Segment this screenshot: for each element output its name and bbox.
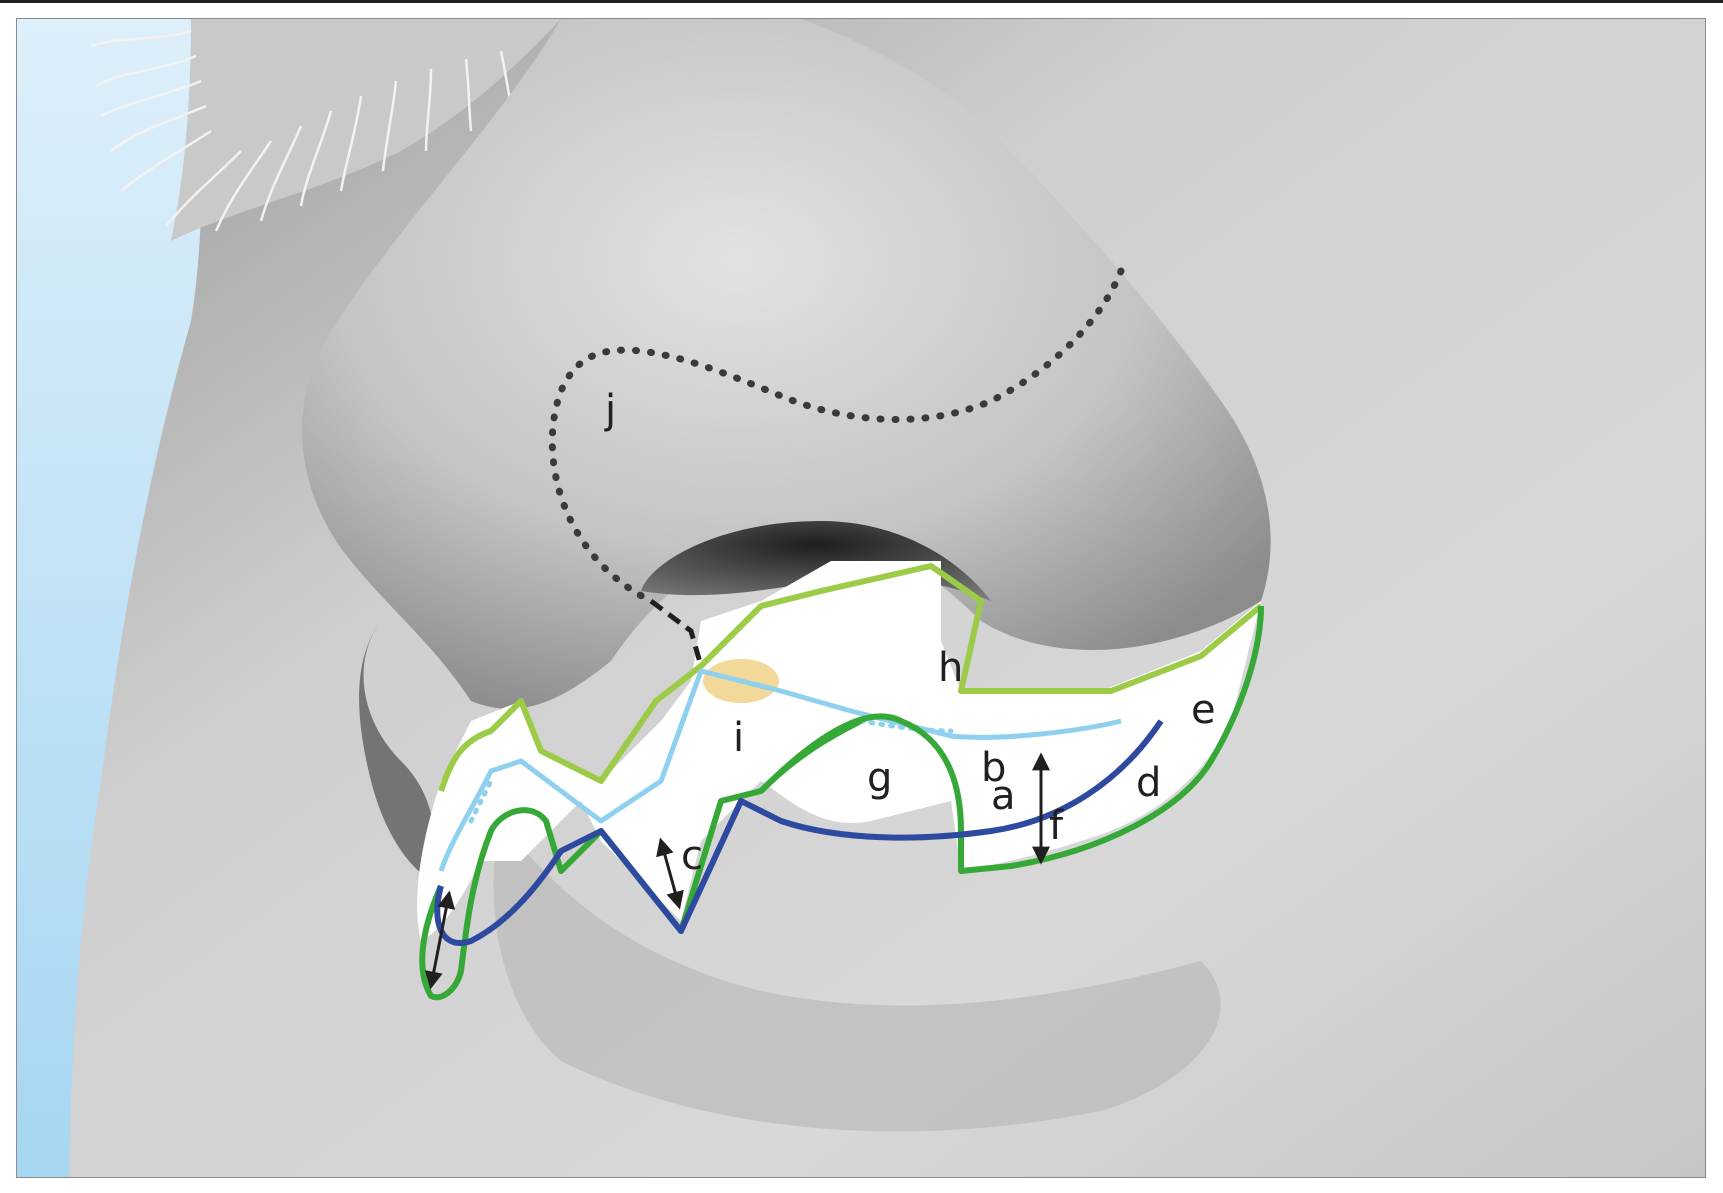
figure-frame: a b c d e f g h i j (16, 18, 1706, 1178)
dotted-line-j (548, 267, 1125, 605)
nostril (641, 521, 991, 601)
dashed-segment (649, 599, 704, 667)
label-a: a (991, 773, 1016, 819)
blue-dotted-left (468, 778, 494, 824)
eyelid (171, 19, 561, 241)
outline-light-green (438, 563, 1263, 792)
blue-dotted-right (858, 718, 954, 734)
label-i: i (733, 715, 744, 761)
label-b: b (981, 745, 1006, 791)
label-j: j (604, 387, 616, 433)
eyelashes (90, 29, 515, 232)
top-rule (0, 0, 1723, 3)
label-h: h (938, 645, 963, 691)
arrow-c (656, 837, 684, 910)
arrow-left (424, 890, 456, 990)
label-g: g (867, 755, 892, 801)
nose-diagram: a b c d e f g h i j (17, 19, 1705, 1177)
ala-shadow (359, 621, 435, 881)
label-c: c (681, 833, 703, 879)
upper-lip-shading (493, 821, 1221, 1132)
label-d: d (1136, 760, 1161, 806)
defect-area (417, 561, 1261, 941)
outline-green-g (758, 718, 863, 794)
nose-body (302, 19, 1271, 709)
outline-dark-blue (434, 719, 1164, 946)
label-e: e (1191, 687, 1216, 733)
label-f: f (1049, 803, 1064, 849)
outline-light-blue (438, 668, 1122, 872)
